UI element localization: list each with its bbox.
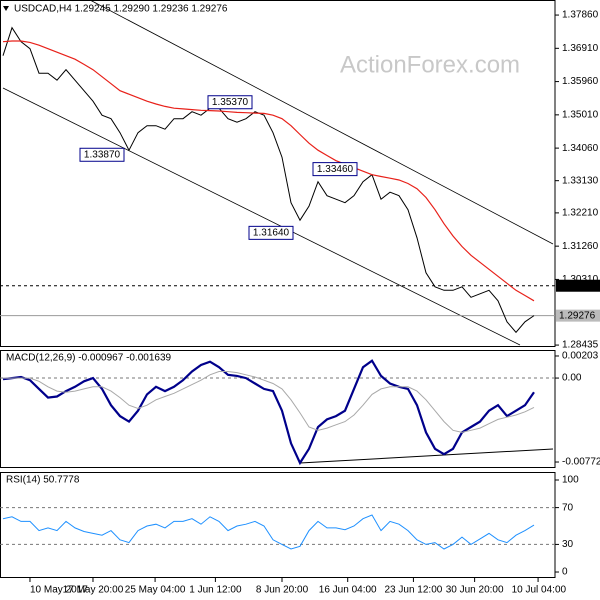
y-tick-label: 0.00 [562, 373, 582, 384]
y-tick-label: 1.30310 [562, 274, 599, 285]
annotation-label: 1.35370 [212, 97, 249, 108]
annotation-box [248, 225, 294, 240]
x-tick-label: 25 May 04:00 [125, 585, 186, 596]
price-tag-label: 1.30130 [559, 280, 596, 291]
x-tick-label: 16 Jun 04:00 [319, 585, 377, 596]
watermark: ActionForex.com [340, 51, 520, 78]
annotation-label: 1.33460 [317, 164, 354, 175]
rsi-title: RSI(14) 50.7778 [6, 475, 80, 486]
annotation-box [207, 95, 253, 110]
x-tick-label: 10 Jul 04:00 [512, 585, 567, 596]
price-tag-label: 1.29276 [559, 310, 596, 321]
y-tick-label: 1.34060 [562, 143, 599, 154]
annotation-label: 1.31640 [253, 227, 290, 238]
series-line [2, 40, 535, 302]
annotation-label: 1.33870 [84, 149, 121, 160]
y-tick-label: 1.36910 [562, 43, 599, 54]
panel-frame [0, 350, 556, 468]
annotation-box [79, 147, 125, 162]
macd-title: MACD(12,26,9) -0.000967 -0.001639 [6, 353, 172, 364]
y-tick-label: 1.35960 [562, 76, 599, 87]
price-tag [556, 279, 600, 292]
x-tick-label: 8 Jun 20:00 [256, 585, 309, 596]
channel-line [89, 0, 554, 245]
series-line [2, 26, 535, 334]
x-tick-label: 10 May 2017 [30, 585, 88, 596]
y-tick-label: 1.28435 [562, 340, 599, 351]
y-tick-label: 100 [562, 475, 579, 486]
y-tick-label: 1.32210 [562, 208, 599, 219]
y-tick-label: 1.35010 [562, 109, 599, 120]
channel-line [2, 87, 521, 346]
price-tag [556, 309, 600, 322]
menu-arrow [3, 6, 9, 11]
x-tick-label: 1 Jun 12:00 [189, 585, 242, 596]
y-tick-label: 0 [562, 567, 568, 578]
series-line [2, 359, 535, 466]
x-tick-label: 23 Jun 12:00 [385, 585, 443, 596]
panel-frame [0, 472, 556, 578]
y-tick-label: -0.00772 [562, 457, 600, 468]
y-tick-label: 1.33130 [562, 175, 599, 186]
y-tick-label: 1.37860 [562, 10, 599, 21]
x-tick-label: 17 May 20:00 [63, 585, 124, 596]
series-line [3, 371, 535, 433]
y-tick-label: 1.31260 [562, 241, 599, 252]
panel-frame [0, 0, 556, 347]
x-tick-label: 30 Jun 20:00 [446, 585, 504, 596]
y-tick-label: 30 [562, 539, 574, 550]
annotation-box [312, 162, 358, 177]
y-tick-label: 70 [562, 502, 574, 513]
price-title: USDCAD,H4 1.29245 1.29290 1.29236 1.2927… [14, 4, 228, 15]
y-tick-label: 0.00203 [562, 351, 599, 362]
divergence-line [299, 448, 554, 464]
series-line [2, 514, 535, 550]
